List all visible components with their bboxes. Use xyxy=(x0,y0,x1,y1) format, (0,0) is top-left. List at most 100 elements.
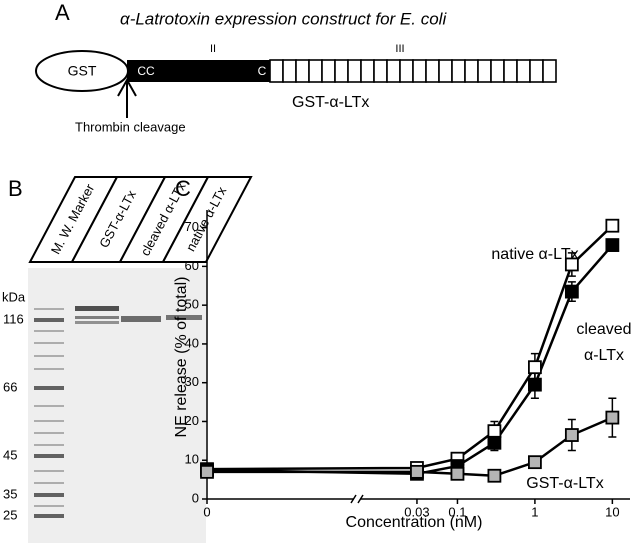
band xyxy=(34,420,64,422)
panel-letter: A xyxy=(55,0,70,25)
band xyxy=(34,505,64,507)
marker xyxy=(487,468,502,483)
x-tick-label: 0.1 xyxy=(448,504,466,519)
axis-break xyxy=(350,494,364,504)
y-axis-label: NE release (% of total) xyxy=(173,277,190,438)
marker xyxy=(564,284,579,299)
stripe xyxy=(542,59,557,83)
stripe xyxy=(386,59,401,83)
y-tick-label: 0 xyxy=(192,490,199,505)
marker xyxy=(487,424,502,439)
stripe xyxy=(477,59,492,83)
markers: 116 66 45 35 25 xyxy=(3,311,24,522)
stripes xyxy=(269,59,557,83)
y-tick-label: 10 xyxy=(185,452,199,467)
cc-label: CC xyxy=(137,64,155,78)
series-label: native α-LTx xyxy=(491,246,578,263)
marker-label: 66 xyxy=(3,379,17,394)
marker xyxy=(528,377,542,392)
panel-letter: C xyxy=(175,176,191,201)
band xyxy=(34,342,64,344)
cleavage-arrow xyxy=(117,77,137,118)
x-tick-label: 1 xyxy=(531,504,538,519)
series-label: cleaved xyxy=(576,321,631,338)
y-tick-label: 30 xyxy=(185,374,199,389)
stripe xyxy=(295,59,310,83)
y-tick-label: 40 xyxy=(185,335,199,350)
stripe xyxy=(425,59,440,83)
marker-label: 25 xyxy=(3,507,17,522)
band xyxy=(34,444,64,446)
stripe xyxy=(334,59,349,83)
stripe xyxy=(490,59,505,83)
construct-label: GST-α-LTx xyxy=(292,94,369,111)
stripe xyxy=(399,59,414,83)
domain-label: III xyxy=(395,43,404,55)
stripe xyxy=(464,59,479,83)
band xyxy=(34,308,64,310)
marker xyxy=(605,410,620,425)
x-tick-label: 0 xyxy=(203,504,210,519)
marker xyxy=(528,455,542,470)
y-tick-label: 70 xyxy=(185,219,199,234)
y-tick-label: 20 xyxy=(185,413,199,428)
band xyxy=(75,321,119,324)
y-tick-label: 50 xyxy=(185,297,199,312)
band xyxy=(121,316,161,322)
band xyxy=(34,514,64,518)
marker xyxy=(200,464,214,479)
marker xyxy=(528,360,542,375)
gst-label: GST xyxy=(68,63,97,79)
stripe xyxy=(308,59,323,83)
band xyxy=(34,432,64,434)
marker-label: 35 xyxy=(3,486,17,501)
stripe xyxy=(503,59,518,83)
kda-label: kDa xyxy=(2,289,26,304)
marker xyxy=(487,435,502,450)
panel-letter: B xyxy=(8,176,23,201)
series-line xyxy=(206,244,614,476)
gel xyxy=(28,268,206,543)
band xyxy=(34,318,64,322)
stripe xyxy=(373,59,388,83)
band xyxy=(166,315,202,320)
stripe xyxy=(282,59,297,83)
stripe xyxy=(412,59,427,83)
band xyxy=(75,306,119,311)
c-label: C xyxy=(258,64,267,78)
marker xyxy=(450,466,465,481)
marker-label: 45 xyxy=(3,447,17,462)
stripe xyxy=(516,59,531,83)
domain-bar xyxy=(127,60,270,82)
stripe xyxy=(321,59,336,83)
band xyxy=(34,482,64,484)
series-label: GST-α-LTx xyxy=(526,475,603,492)
x-tick-label: 10 xyxy=(605,504,619,519)
marker-label: 116 xyxy=(3,311,24,326)
stripe xyxy=(438,59,453,83)
x-tick-label: 0.03 xyxy=(404,504,429,519)
y-tick-label: 60 xyxy=(185,258,199,273)
marker xyxy=(605,238,620,252)
cleavage-label: Thrombin cleavage xyxy=(75,119,186,134)
panel-title: α-Latrotoxin expression construct for E.… xyxy=(120,9,447,28)
band xyxy=(34,368,64,370)
band xyxy=(34,493,64,497)
band xyxy=(34,386,64,390)
stripe xyxy=(347,59,362,83)
stripe xyxy=(529,59,544,83)
x-axis-label: Concentration (nM) xyxy=(346,514,483,531)
marker xyxy=(564,428,579,442)
stripe xyxy=(451,59,466,83)
bands xyxy=(34,306,202,518)
series-label: α-LTx xyxy=(584,347,624,364)
band xyxy=(34,470,64,472)
band xyxy=(34,405,64,407)
band xyxy=(34,355,64,357)
domain-label: II xyxy=(210,43,216,55)
marker xyxy=(410,464,424,479)
marker xyxy=(564,257,579,272)
band xyxy=(34,330,64,332)
